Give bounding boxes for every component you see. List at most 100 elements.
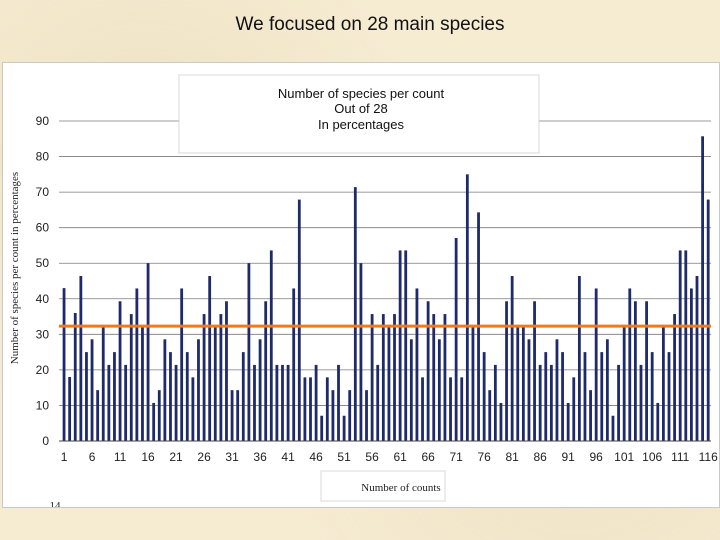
bar bbox=[460, 377, 464, 441]
bar bbox=[286, 364, 290, 441]
bar bbox=[589, 390, 592, 441]
bar bbox=[381, 314, 385, 441]
x-tick-label: 1 bbox=[61, 450, 68, 464]
bar bbox=[309, 377, 312, 441]
bar bbox=[661, 326, 665, 441]
bar bbox=[202, 314, 206, 441]
bar bbox=[689, 288, 693, 441]
bar bbox=[219, 314, 223, 441]
bar bbox=[499, 402, 503, 441]
x-tick-label: 51 bbox=[337, 450, 351, 464]
page-number: 14 bbox=[50, 500, 62, 507]
x-tick-label: 11 bbox=[114, 450, 127, 464]
bar bbox=[152, 402, 156, 441]
bar bbox=[561, 352, 564, 441]
slide-title: We focused on 28 main species bbox=[235, 14, 505, 35]
bar bbox=[415, 288, 419, 441]
bar bbox=[678, 250, 682, 441]
bar bbox=[471, 326, 475, 441]
bar bbox=[701, 136, 704, 441]
bar bbox=[73, 313, 77, 441]
bar bbox=[157, 390, 161, 441]
bar bbox=[118, 301, 122, 441]
bar bbox=[695, 276, 699, 441]
bar bbox=[482, 352, 486, 441]
chart-title-line-1: Number of species per count bbox=[278, 86, 445, 101]
x-tick-label: 91 bbox=[561, 450, 575, 464]
bar bbox=[314, 364, 318, 441]
bar bbox=[645, 301, 648, 441]
x-tick-label: 71 bbox=[449, 450, 463, 464]
bar bbox=[135, 288, 139, 441]
bar bbox=[113, 352, 116, 441]
bar bbox=[572, 377, 576, 441]
bar bbox=[297, 199, 301, 441]
bar bbox=[320, 415, 324, 441]
bar bbox=[404, 250, 408, 441]
x-tick-label: 41 bbox=[281, 450, 295, 464]
bar bbox=[253, 364, 256, 441]
x-tick-label: 116 bbox=[699, 450, 718, 464]
bar bbox=[185, 352, 189, 441]
bar bbox=[376, 364, 380, 441]
bar bbox=[230, 390, 234, 441]
bar bbox=[258, 339, 262, 441]
x-tick-label: 66 bbox=[421, 450, 435, 464]
bar bbox=[555, 339, 559, 441]
bar bbox=[281, 364, 284, 441]
bar bbox=[409, 339, 413, 441]
bar bbox=[706, 199, 710, 441]
bar bbox=[454, 237, 458, 441]
bar bbox=[191, 377, 195, 441]
bar bbox=[398, 250, 402, 441]
bar bbox=[443, 314, 447, 441]
bar bbox=[101, 326, 105, 441]
bar bbox=[174, 364, 178, 441]
bar bbox=[241, 352, 245, 441]
bar bbox=[583, 352, 587, 441]
x-tick-label: 21 bbox=[169, 450, 183, 464]
bar bbox=[684, 250, 688, 441]
bar bbox=[505, 301, 508, 441]
bar bbox=[169, 352, 172, 441]
bar bbox=[577, 276, 581, 441]
bar bbox=[611, 415, 615, 441]
y-tick-label: 90 bbox=[36, 114, 50, 128]
y-tick-label: 30 bbox=[36, 327, 50, 341]
bar bbox=[673, 314, 676, 441]
chart-title-line-3: In percentages bbox=[318, 117, 405, 132]
bar bbox=[639, 364, 643, 441]
y-tick-label: 20 bbox=[36, 363, 50, 377]
bar bbox=[617, 364, 620, 441]
bar bbox=[432, 314, 436, 441]
bar bbox=[337, 364, 340, 441]
y-tick-label: 80 bbox=[36, 150, 50, 164]
bar bbox=[269, 250, 273, 441]
x-axis-label: Number of counts bbox=[361, 482, 440, 494]
bar bbox=[510, 276, 514, 441]
bar bbox=[325, 377, 329, 441]
bar bbox=[421, 377, 424, 441]
bar bbox=[247, 263, 251, 441]
bar bbox=[600, 352, 604, 441]
bars-layer bbox=[59, 136, 711, 441]
bar bbox=[180, 288, 184, 441]
bar bbox=[465, 174, 469, 441]
bar bbox=[667, 352, 671, 441]
bar bbox=[213, 326, 217, 441]
y-tick-label: 0 bbox=[42, 434, 49, 448]
y-axis-label: Number of species per count in percentag… bbox=[9, 172, 21, 364]
y-tick-label: 60 bbox=[36, 221, 50, 235]
bar bbox=[656, 402, 660, 441]
x-tick-label: 106 bbox=[642, 450, 662, 464]
chart-title-line-2: Out of 28 bbox=[334, 101, 387, 116]
bar bbox=[622, 326, 626, 441]
bar bbox=[236, 390, 240, 441]
bar bbox=[359, 263, 363, 441]
bar bbox=[303, 377, 307, 441]
bar bbox=[353, 187, 357, 441]
bar bbox=[85, 352, 88, 441]
y-tick-label: 70 bbox=[36, 185, 50, 199]
bar bbox=[628, 288, 632, 441]
